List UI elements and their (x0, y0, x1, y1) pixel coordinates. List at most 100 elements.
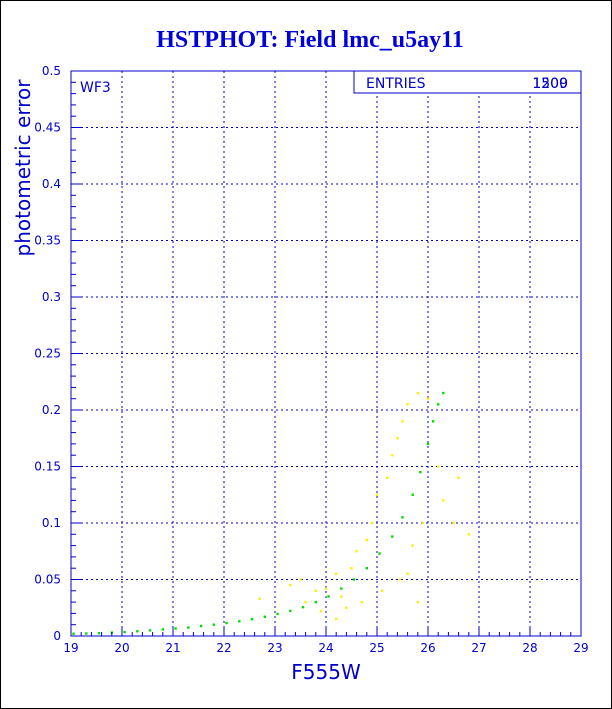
scatter-point (276, 612, 279, 616)
y-tick-label: 0.05 (34, 573, 61, 587)
scatter-point (457, 476, 460, 479)
scatter-point (299, 578, 302, 581)
data-points (72, 391, 470, 635)
scatter-point (426, 442, 430, 446)
scatter-point (398, 578, 402, 581)
scatter-point (327, 595, 330, 598)
chip-label: WF3 (80, 80, 111, 96)
x-tick-label: 20 (114, 641, 129, 655)
scatter-point (426, 397, 430, 400)
scatter-point (161, 628, 164, 631)
scatter-point (225, 621, 228, 625)
scatter-point (335, 617, 338, 621)
scatter-point (378, 552, 381, 555)
scatter-point (350, 567, 353, 570)
scatter-point (352, 578, 356, 581)
chart-title: HSTPHOT: Field lmc_u5ay11 (156, 27, 464, 53)
grid (71, 71, 581, 636)
scatter-point (380, 589, 384, 592)
scatter-point (258, 597, 261, 600)
x-tick-label: 27 (471, 641, 486, 655)
y-tick-label: 0.25 (34, 347, 61, 361)
y-tick-label: 0.3 (42, 290, 61, 304)
scatter-point (355, 550, 358, 553)
scatter-point (123, 630, 126, 634)
x-axis-title: F555W (291, 660, 361, 684)
scatter-point (199, 624, 203, 628)
scatter-point (391, 535, 394, 538)
scatter-point (401, 516, 404, 519)
x-tick-label: 19 (63, 641, 78, 655)
scatter-point (442, 499, 445, 502)
scatter-point (97, 631, 101, 635)
scatter-point (340, 595, 343, 598)
y-tick-label: 0.45 (34, 121, 61, 135)
scatter-point (431, 420, 435, 423)
scatter-point (421, 521, 425, 525)
scatter-point (250, 618, 254, 621)
scatter-point (419, 470, 422, 474)
scatter-point (416, 600, 419, 604)
entries-value-2: 1209 (532, 76, 568, 92)
y-tick-label: 0 (53, 629, 61, 643)
scatter-point (263, 615, 266, 618)
scatter-point (467, 533, 470, 536)
scatter-point (174, 627, 177, 630)
stats-box: ENTRIES 1500 1209 (353, 70, 582, 94)
y-tick-label: 0.2 (42, 403, 61, 417)
scatter-point (72, 632, 75, 635)
stats-box-frame (353, 70, 582, 94)
x-tick-label: 24 (318, 641, 333, 655)
scatter-point (345, 606, 348, 609)
scatter-point (314, 589, 317, 592)
scatter-point (442, 391, 445, 395)
x-tick-label: 22 (216, 641, 231, 655)
scatter-point (401, 420, 404, 423)
x-tick-label: 26 (420, 641, 435, 655)
scatter-point (416, 391, 419, 395)
scatter-point (437, 403, 440, 406)
x-tick-label: 25 (369, 641, 384, 655)
entries-label: ENTRIES (366, 76, 426, 92)
x-tick-label: 28 (522, 641, 537, 655)
y-axis-title: photometric error (11, 79, 35, 257)
scatter-point (411, 493, 414, 496)
scatter-point (375, 493, 379, 496)
scatter-point (238, 620, 241, 623)
x-tick-label: 23 (267, 641, 282, 655)
y-axis: 0 0.05 0.1 0.15 0.2 0.25 0.3 0.35 0.4 0.45 0.5 (34, 64, 81, 643)
scatter-point (187, 626, 190, 629)
scatter-point (437, 465, 440, 468)
scatter-point (370, 521, 374, 525)
scatter-point (301, 605, 305, 609)
scatter-point (391, 454, 394, 457)
scatter-point (324, 587, 328, 590)
scatter-point (365, 538, 368, 542)
x-tick-label: 29 (573, 641, 588, 655)
y-tick-label: 0.15 (34, 460, 61, 474)
scatter-point (386, 476, 389, 479)
scatter-point (340, 587, 343, 590)
scatter-point (406, 403, 409, 406)
x-axis: 19 20 21 22 23 24 25 26 27 28 29 (63, 628, 589, 655)
scatter-point (396, 437, 399, 440)
scatter-point (406, 572, 409, 576)
x-tick-label: 21 (165, 641, 180, 655)
scatter-point (411, 544, 414, 547)
scatter-point (212, 623, 215, 626)
y-tick-label: 0.1 (42, 516, 61, 530)
y-tick-label: 0.4 (42, 177, 61, 191)
scatter-point (314, 600, 317, 604)
y-tick-label: 0.35 (34, 234, 61, 248)
entries-value-1: 1500 (532, 76, 568, 92)
scatter-point (304, 600, 307, 604)
scatter-point (319, 609, 323, 613)
scatter-point (335, 572, 338, 576)
scatter-point (136, 630, 139, 633)
scatter-point (148, 629, 152, 632)
y-tick-label: 0.5 (42, 64, 61, 78)
scatter-point (289, 583, 292, 587)
scatter-point (360, 600, 363, 604)
scatter-point (365, 567, 368, 570)
